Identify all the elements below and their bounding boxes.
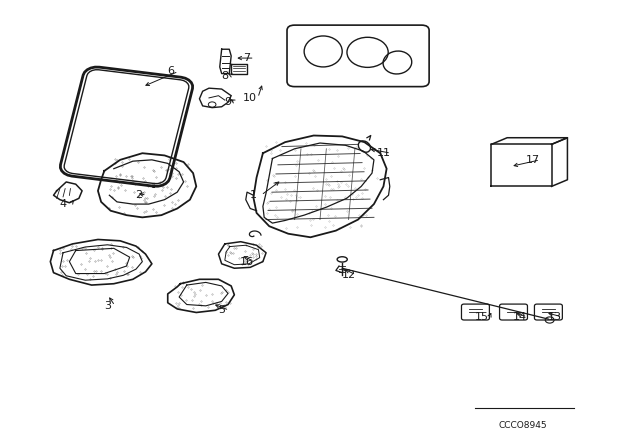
Text: 8: 8 — [221, 71, 228, 81]
Text: 5: 5 — [218, 305, 225, 315]
Text: 11: 11 — [376, 148, 390, 158]
Text: 1: 1 — [250, 190, 257, 200]
Text: 3: 3 — [104, 301, 111, 311]
Text: 12: 12 — [342, 270, 356, 280]
Text: 2: 2 — [136, 190, 143, 200]
Text: 15: 15 — [475, 312, 489, 322]
Text: CCCO8945: CCCO8945 — [499, 421, 547, 430]
Text: 4: 4 — [60, 199, 67, 209]
Text: 14: 14 — [513, 312, 527, 322]
Text: 6: 6 — [168, 66, 175, 76]
Text: 7: 7 — [243, 53, 251, 63]
Text: 17: 17 — [525, 155, 540, 165]
Text: 13: 13 — [548, 312, 562, 322]
Text: 10: 10 — [243, 93, 257, 103]
Text: 9: 9 — [225, 97, 232, 108]
Text: 16: 16 — [240, 257, 254, 267]
